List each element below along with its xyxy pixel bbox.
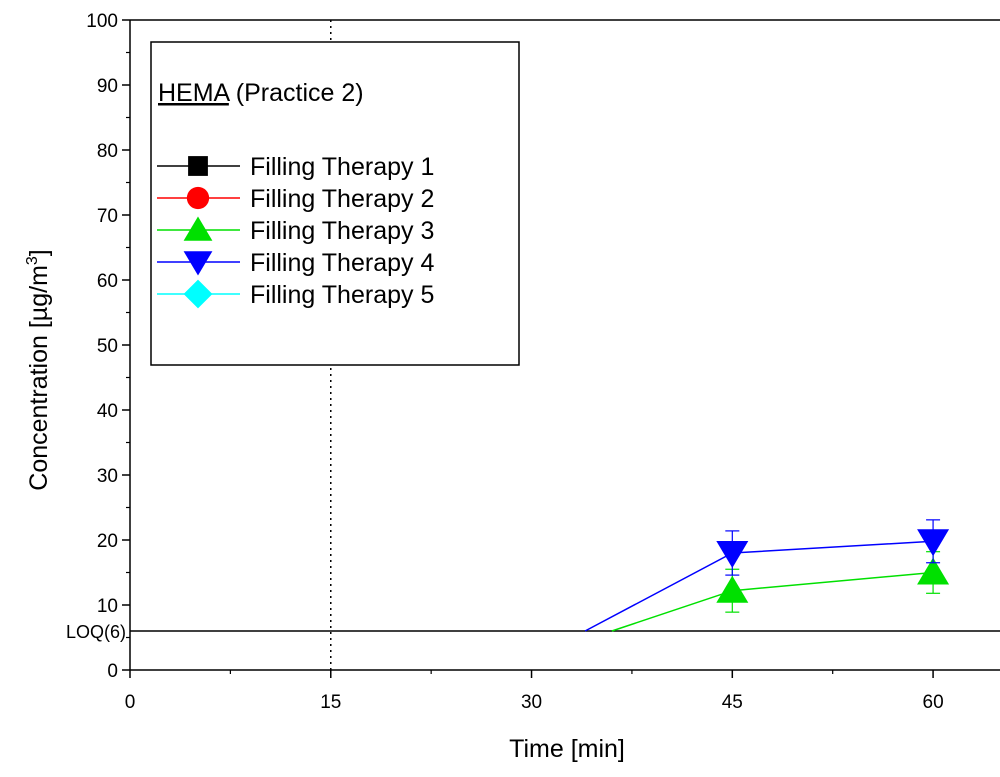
legend-title: HEMA (Practice 2) [158,79,364,107]
series-3 [611,551,950,632]
y-tick-label: 40 [97,401,118,422]
y-axis-title-main: Concentration [µg/m [25,265,53,491]
data-point [917,529,950,557]
legend-label: Filling Therapy 5 [250,281,434,309]
legend-marker [186,186,210,210]
data-point [716,541,749,568]
y-axis-title-sup: 3 [24,256,41,265]
legend-title-underlined: HEMA [158,79,231,107]
legend-marker [183,279,213,309]
legend-label: Filling Therapy 1 [250,153,434,181]
legend-box [150,41,520,366]
y-tick-label: 10 [97,596,118,617]
legend-marker [183,251,213,276]
y-tick-label: 100 [86,11,118,32]
y-tick-label: 80 [97,141,118,162]
x-axis-title: Time [min] [509,735,625,763]
legend-label: Filling Therapy 4 [250,249,434,277]
loq-label: LOQ(6) [66,622,126,642]
legend-marker [188,156,208,176]
legend-label: Filling Therapy 2 [250,185,434,213]
x-tick-label: 30 [521,692,542,713]
legend-title-rest: (Practice 2) [229,79,364,107]
y-axis-title-end: ] [25,249,53,256]
x-tick-label: 45 [722,692,743,713]
legend-marker [183,216,213,241]
series-line [611,571,934,632]
data-point [716,575,749,603]
series-4 [584,519,950,632]
y-tick-label: 90 [97,76,118,97]
y-tick-label: 30 [97,466,118,487]
series-line [584,540,934,632]
x-tick-label: 0 [125,692,136,713]
legend-label: Filling Therapy 3 [250,217,434,245]
y-tick-label: 50 [97,336,118,357]
y-tick-label: 0 [107,661,118,682]
legend: HEMA (Practice 2) Filling Therapy 1Filli… [150,41,520,366]
x-tick-label: 15 [320,692,341,713]
y-tick-label: 70 [97,206,118,227]
axes: 0 10 20 30 40 50 60 70 80 90 100 0 15 30 45 60 [86,11,1000,713]
y-tick-label: 20 [97,531,118,552]
y-axis-title: Concentration [µg/m3] [24,249,53,490]
y-tick-label: 60 [97,271,118,292]
x-tick-label: 60 [923,692,944,713]
plot-series [584,519,950,632]
data-point [917,557,950,585]
legend-items: Filling Therapy 1 Filling Therapy 2 Fillin… [157,153,434,309]
